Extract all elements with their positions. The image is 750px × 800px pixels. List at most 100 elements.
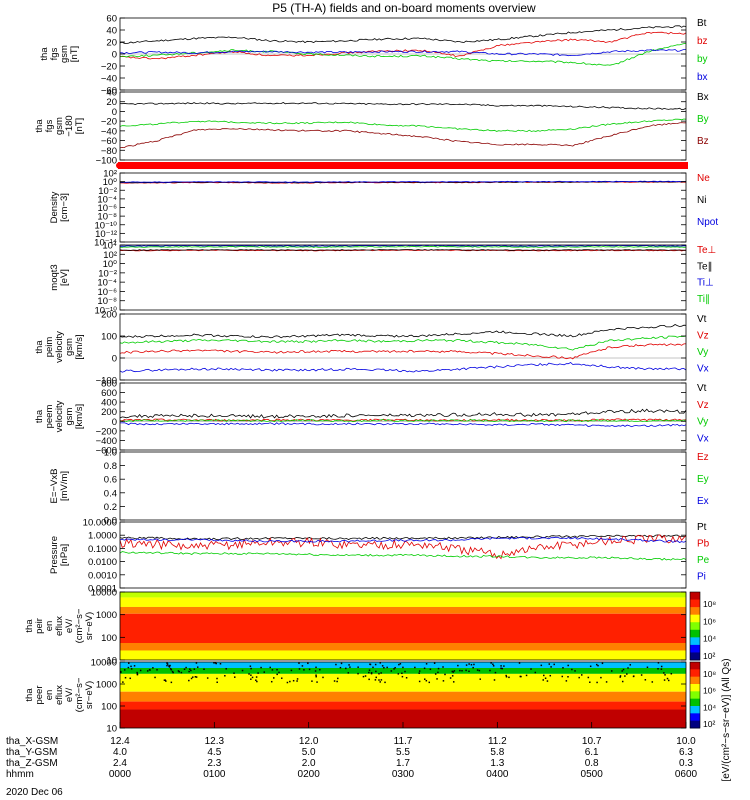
- y-tick-label: 40: [106, 26, 117, 37]
- y-axis-label-line: −180: [64, 115, 75, 136]
- spectrogram-noise-dot: [216, 677, 218, 680]
- spectrogram-noise-dot: [390, 670, 393, 672]
- spectrogram-noise-dot: [315, 666, 317, 669]
- x-axis-labels: tha_X-GSM 12.4 12.3 12.0 11.7 11.2 10.7 10.0 tha…: [6, 722, 698, 780]
- spectrogram-noise-dot: [543, 674, 545, 677]
- y-tick-label: 0.6: [104, 475, 117, 486]
- y-tick-label: 10000: [91, 658, 117, 669]
- spectrogram-noise-dot: [660, 668, 663, 670]
- y-axis-label-line: [km/s]: [74, 334, 85, 359]
- spectrogram-noise-dot: [418, 672, 420, 674]
- spectrogram-noise-dot: [166, 664, 168, 667]
- y-axis-label-line: gsm: [59, 45, 70, 63]
- spectrogram-noise-dot: [397, 673, 400, 675]
- y-axis-label-line: sr−eV): [84, 612, 95, 640]
- spectrogram-noise-dot: [414, 666, 416, 669]
- legend-entry: Bz: [697, 136, 709, 147]
- legend-entry: Vt: [697, 314, 707, 325]
- spectrogram-noise-dot: [470, 663, 473, 666]
- spectrogram-noise-dot: [203, 668, 205, 671]
- spectrogram-noise-dot: [307, 662, 309, 665]
- spectrogram-noise-dot: [587, 676, 590, 679]
- spectrogram-noise-dot: [251, 676, 254, 679]
- spectrogram-noise-dot: [657, 662, 660, 664]
- spectrogram-noise-dot: [348, 664, 350, 666]
- legend-entry: Ti∥: [697, 294, 710, 305]
- spectrogram-noise-dot: [163, 679, 166, 681]
- spectrogram-noise-dot: [601, 662, 604, 665]
- y-tick-label: 400: [101, 398, 117, 409]
- series-Vx: [120, 422, 687, 428]
- spectrogram-noise-dot: [368, 669, 371, 671]
- spectrogram-noise-dot: [449, 677, 452, 679]
- spectrogram-noise-dot: [224, 675, 226, 677]
- spectrogram-noise-dot: [589, 665, 592, 668]
- spectrogram-noise-dot: [596, 681, 598, 684]
- y-axis-label-line: [nPa]: [59, 544, 70, 566]
- spectrogram-noise-dot: [501, 667, 503, 670]
- spectrogram-noise-dot: [493, 679, 496, 681]
- x-row-value: 0400: [486, 769, 509, 780]
- y-tick-label: 10⁻⁶: [98, 287, 118, 298]
- series-Ti_perp: [119, 244, 686, 247]
- series-Pt: [119, 534, 687, 541]
- spectrogram-noise-dot: [303, 669, 305, 671]
- spectrogram-noise-dot: [170, 668, 173, 671]
- spectrogram-noise-dot: [190, 669, 192, 672]
- spectrogram-noise-dot: [169, 668, 172, 670]
- spectrogram-noise-dot: [534, 671, 537, 674]
- spectrogram-noise-dot: [372, 666, 374, 669]
- y-tick-label: 0: [112, 417, 117, 428]
- spectrogram-noise-dot: [335, 663, 337, 666]
- x-row-label: tha_Z-GSM: [6, 758, 58, 769]
- x-row-value: 2.4: [113, 758, 127, 769]
- spectrogram-noise-dot: [177, 670, 180, 672]
- legend-entry: Vy: [697, 417, 708, 428]
- spectrogram-noise-dot: [624, 675, 626, 677]
- spectrogram-noise-dot: [479, 678, 482, 680]
- spectrogram-noise-dot: [139, 669, 142, 672]
- spectrogram-noise-dot: [165, 680, 167, 682]
- series-Te_perp: [120, 249, 687, 252]
- spectrogram-top-band: [120, 662, 686, 668]
- spectrogram-noise-dot: [666, 677, 669, 680]
- spectrogram-noise-dot: [518, 662, 521, 664]
- spectrogram-noise-dot: [345, 667, 347, 670]
- spectrogram-band: [120, 709, 686, 728]
- spectrogram-noise-dot: [381, 665, 384, 667]
- y-axis-label-line: eflux: [54, 616, 65, 636]
- spectrogram-noise-dot: [120, 670, 122, 673]
- spectrogram-noise-dot: [357, 666, 359, 668]
- y-tick-label: 20: [106, 97, 117, 108]
- y-axis-label-line: (cm²−s−: [74, 677, 85, 712]
- x-row-value: 5.0: [302, 747, 316, 758]
- colorbar-stack: 10⁸ 10⁶ 10⁴ 10² 10⁸ 10⁶ 10⁴ 10²: [689, 591, 716, 729]
- spectrogram-noise-dot: [255, 676, 258, 678]
- spectrogram-band: [120, 701, 686, 710]
- panel-frame: [119, 591, 687, 661]
- spectrogram-noise-dot: [429, 668, 432, 671]
- spectrogram-noise-dot: [193, 668, 196, 670]
- y-tick-label: 10⁰: [103, 177, 118, 188]
- colorbar-tick-label: 10⁴: [703, 634, 716, 644]
- spectrogram-noise-dot: [214, 662, 217, 664]
- y-axis-label-line: eV/: [64, 619, 75, 634]
- series-Pi: [119, 536, 687, 543]
- y-tick-label: 10⁻⁸: [97, 296, 117, 307]
- spectrogram-noise-dot: [339, 666, 342, 669]
- panel-frame: [119, 313, 687, 381]
- spectrogram-noise-dot: [123, 669, 126, 671]
- spectrogram-noise-dot: [489, 669, 491, 672]
- y-tick-label: 10⁴: [102, 241, 117, 252]
- x-row-value: 6.3: [679, 747, 693, 758]
- spectrogram-noise-dot: [565, 680, 568, 682]
- legend-entry: bx: [697, 72, 708, 83]
- x-row-value: 2.0: [302, 758, 316, 769]
- spectrogram-noise-dot: [185, 666, 187, 669]
- spectrogram-noise-dot: [567, 664, 569, 667]
- x-row-value: 12.0: [299, 736, 319, 747]
- y-axis-label: Pressure [nPa]: [49, 536, 70, 574]
- spectrogram-noise-dot: [580, 674, 583, 676]
